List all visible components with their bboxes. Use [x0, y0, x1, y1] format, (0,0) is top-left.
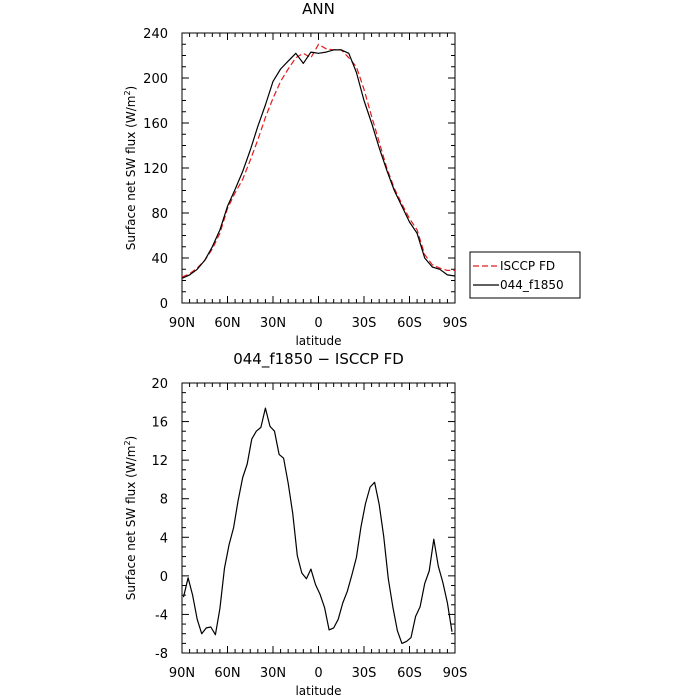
y-tick-label: 80 — [151, 207, 168, 222]
y-tick-label: 0 — [160, 297, 168, 312]
y-tick-label: 16 — [151, 416, 168, 431]
y-axis-label: Surface net SW flux (W/m2) — [123, 436, 138, 600]
y-tick-label: 120 — [143, 162, 168, 177]
x-tick-label: 60N — [214, 316, 240, 331]
series-line-044-f1850 — [181, 49, 456, 279]
x-tick-label: 0 — [314, 666, 322, 681]
x-tick-label: 0 — [314, 316, 322, 331]
y-axis-label: Surface net SW flux (W/m2) — [123, 86, 138, 250]
y-tick-label: 240 — [143, 27, 168, 42]
y-axis-label-main: Surface net SW flux (W/m — [124, 446, 138, 601]
legend-label: ISCCP FD — [500, 259, 555, 273]
chart-panel-2: 044_f1850 − ISCCP FD 90N 60N 30N 0 30S 60S 90S -… — [123, 350, 467, 698]
y-axis-label-sup: 2 — [123, 440, 132, 445]
y-tick-label: 40 — [151, 252, 168, 267]
y-tick-label: -4 — [155, 608, 168, 623]
y-axis-label-tail: ) — [124, 436, 138, 441]
y-tick-label: 0 — [160, 570, 168, 585]
x-tick-label: 30S — [352, 316, 377, 331]
x-tick-label: 30S — [352, 666, 377, 681]
y-tick-label: 12 — [151, 454, 168, 469]
legend: ISCCP FD 044_f1850 — [469, 251, 581, 299]
y-tick-label: 4 — [160, 531, 168, 546]
x-tick-label: 60N — [214, 666, 240, 681]
y-tick-label: 8 — [160, 493, 168, 508]
y-axis-label-main: Surface net SW flux (W/m — [124, 96, 138, 251]
legend-label: 044_f1850 — [500, 278, 564, 292]
x-tick-label: 30N — [260, 666, 286, 681]
y-tick-label: -8 — [155, 647, 168, 662]
x-tick-label: 60S — [397, 316, 422, 331]
x-tick-label: 90S — [443, 666, 468, 681]
chart-title: ANN — [302, 0, 335, 18]
x-axis-label: latitude — [295, 334, 341, 348]
x-tick-label: 60S — [397, 666, 422, 681]
x-tick-label: 90N — [169, 316, 195, 331]
y-axis-label-sup: 2 — [123, 90, 132, 95]
legend-box — [469, 251, 581, 299]
plot-frame — [181, 382, 456, 654]
y-tick-label: 160 — [143, 117, 168, 132]
plot-frame — [181, 32, 456, 304]
series-line-isccp-fd — [181, 43, 455, 278]
x-axis-label: latitude — [295, 684, 341, 698]
chart-panel-1: ANN 90N 60N 30N 0 30S 60S 90S 0 40 80 120 160 200 240 l… — [123, 0, 581, 348]
x-tick-label: 90S — [443, 316, 468, 331]
y-tick-label: 20 — [151, 377, 168, 392]
chart-title: 044_f1850 − ISCCP FD — [233, 350, 404, 369]
series-line-1 — [182, 407, 453, 645]
x-tick-label: 30N — [260, 316, 286, 331]
y-axis-label-tail: ) — [124, 86, 138, 91]
x-tick-label: 90N — [169, 666, 195, 681]
y-tick-label: 200 — [143, 72, 168, 87]
